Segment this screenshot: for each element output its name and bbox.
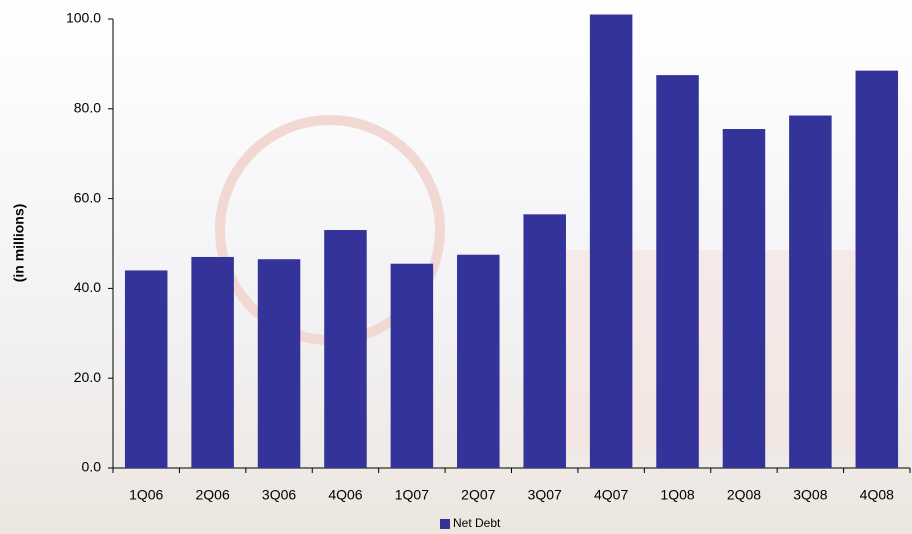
y-tick-label: 60.0	[74, 189, 101, 205]
x-tick-label: 2Q06	[196, 487, 230, 503]
x-tick-label: 4Q06	[328, 487, 362, 503]
y-axis-label: (in millions)	[11, 204, 27, 283]
x-tick-label: 4Q07	[594, 487, 628, 503]
bar	[656, 75, 699, 468]
bar	[257, 259, 301, 468]
y-tick-label: 100.0	[66, 10, 101, 26]
x-tick-label: 2Q07	[461, 487, 495, 503]
x-tick-label: 1Q06	[129, 487, 163, 503]
y-tick-label: 0.0	[82, 459, 102, 475]
x-tick-label: 1Q08	[660, 487, 694, 503]
bar	[124, 270, 168, 468]
x-tick-label: 3Q08	[793, 487, 827, 503]
bar	[191, 256, 234, 468]
bar	[523, 214, 566, 468]
bar	[324, 230, 367, 468]
x-tick-label: 3Q07	[528, 487, 562, 503]
bar	[390, 263, 434, 468]
bar	[789, 115, 832, 468]
y-tick-label: 40.0	[74, 279, 101, 295]
x-tick-label: 1Q07	[395, 487, 429, 503]
x-tick-label: 2Q08	[727, 487, 761, 503]
x-tick-label: 4Q08	[860, 487, 894, 503]
legend-label: Net Debt	[453, 516, 501, 530]
legend-swatch	[440, 519, 450, 529]
bar	[722, 129, 766, 468]
bar	[855, 70, 899, 468]
x-tick-label: 3Q06	[262, 487, 296, 503]
bar	[589, 14, 633, 468]
y-tick-label: 20.0	[74, 369, 101, 385]
y-tick-label: 80.0	[74, 100, 101, 116]
bar	[457, 254, 500, 468]
